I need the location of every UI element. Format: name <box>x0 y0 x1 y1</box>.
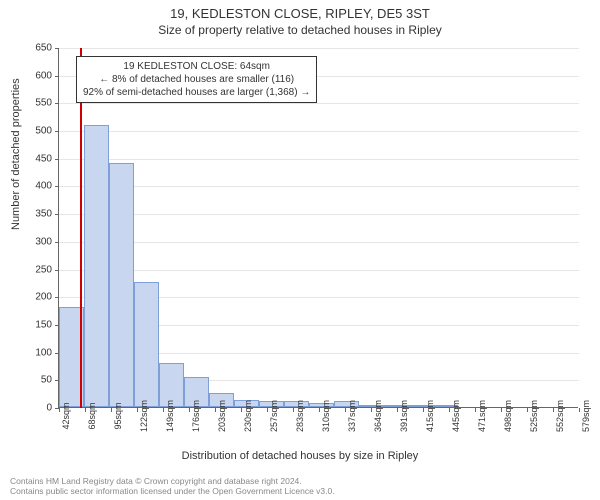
ytick-label: 400 <box>22 181 52 192</box>
xtick-label: 42sqm <box>61 402 71 429</box>
xtick-label: 364sqm <box>373 400 383 432</box>
xtick-label: 149sqm <box>165 400 175 432</box>
gridline <box>59 186 579 187</box>
gridline <box>59 48 579 49</box>
xtick-mark <box>215 408 216 412</box>
xtick-mark <box>449 408 450 412</box>
ytick-mark <box>55 186 59 187</box>
xtick-mark <box>163 408 164 412</box>
ytick-label: 200 <box>22 292 52 303</box>
xtick-mark <box>423 408 424 412</box>
xtick-label: 122sqm <box>139 400 149 432</box>
xtick-mark <box>189 408 190 412</box>
ytick-label: 250 <box>22 264 52 275</box>
histogram-bar <box>84 125 109 407</box>
gridline <box>59 159 579 160</box>
ytick-label: 100 <box>22 347 52 358</box>
gridline <box>59 242 579 243</box>
y-axis-label: Number of detached properties <box>10 78 22 230</box>
xtick-label: 498sqm <box>503 400 513 432</box>
xtick-label: 203sqm <box>217 400 227 432</box>
ytick-label: 0 <box>22 403 52 414</box>
xtick-mark <box>475 408 476 412</box>
footer-line2: Contains public sector information licen… <box>10 486 335 496</box>
gridline <box>59 103 579 104</box>
annotation-line3: 92% of semi-detached houses are larger (… <box>83 86 310 99</box>
ytick-mark <box>55 214 59 215</box>
histogram-bar <box>134 282 159 407</box>
gridline <box>59 270 579 271</box>
xtick-mark <box>293 408 294 412</box>
ytick-label: 150 <box>22 319 52 330</box>
xtick-label: 230sqm <box>243 400 253 432</box>
xtick-mark <box>241 408 242 412</box>
annotation-line2: ← 8% of detached houses are smaller (116… <box>83 73 310 86</box>
chart-title: 19, KEDLESTON CLOSE, RIPLEY, DE5 3ST <box>0 0 600 21</box>
ytick-mark <box>55 103 59 104</box>
x-axis-label: Distribution of detached houses by size … <box>0 450 600 462</box>
footer-line1: Contains HM Land Registry data © Crown c… <box>10 476 335 486</box>
ytick-label: 300 <box>22 236 52 247</box>
xtick-mark <box>345 408 346 412</box>
xtick-label: 257sqm <box>269 400 279 432</box>
xtick-label: 310sqm <box>321 400 331 432</box>
xtick-mark <box>111 408 112 412</box>
ytick-mark <box>55 270 59 271</box>
xtick-mark <box>501 408 502 412</box>
ytick-mark <box>55 76 59 77</box>
gridline <box>59 131 579 132</box>
xtick-mark <box>579 408 580 412</box>
xtick-mark <box>267 408 268 412</box>
xtick-label: 445sqm <box>451 400 461 432</box>
xtick-label: 95sqm <box>113 402 123 429</box>
gridline <box>59 214 579 215</box>
ytick-label: 500 <box>22 126 52 137</box>
xtick-label: 471sqm <box>477 400 487 432</box>
xtick-label: 552sqm <box>555 400 565 432</box>
ytick-mark <box>55 48 59 49</box>
ytick-mark <box>55 242 59 243</box>
ytick-label: 450 <box>22 153 52 164</box>
xtick-label: 176sqm <box>191 400 201 432</box>
xtick-mark <box>59 408 60 412</box>
xtick-label: 68sqm <box>87 402 97 429</box>
xtick-label: 391sqm <box>399 400 409 432</box>
ytick-label: 50 <box>22 375 52 386</box>
ytick-mark <box>55 297 59 298</box>
annotation-box: 19 KEDLESTON CLOSE: 64sqm ← 8% of detach… <box>76 56 317 103</box>
xtick-mark <box>397 408 398 412</box>
xtick-mark <box>85 408 86 412</box>
xtick-mark <box>137 408 138 412</box>
xtick-label: 525sqm <box>529 400 539 432</box>
ytick-label: 650 <box>22 43 52 54</box>
xtick-mark <box>319 408 320 412</box>
xtick-mark <box>371 408 372 412</box>
annotation-line1: 19 KEDLESTON CLOSE: 64sqm <box>83 60 310 73</box>
xtick-mark <box>527 408 528 412</box>
ytick-mark <box>55 159 59 160</box>
ytick-label: 350 <box>22 209 52 220</box>
xtick-label: 337sqm <box>347 400 357 432</box>
chart-subtitle: Size of property relative to detached ho… <box>0 21 600 37</box>
xtick-label: 579sqm <box>581 400 591 432</box>
ytick-label: 600 <box>22 70 52 81</box>
xtick-label: 283sqm <box>295 400 305 432</box>
histogram-bar <box>109 163 134 407</box>
xtick-mark <box>553 408 554 412</box>
ytick-label: 550 <box>22 98 52 109</box>
footer: Contains HM Land Registry data © Crown c… <box>10 476 335 496</box>
xtick-label: 415sqm <box>425 400 435 432</box>
ytick-mark <box>55 131 59 132</box>
